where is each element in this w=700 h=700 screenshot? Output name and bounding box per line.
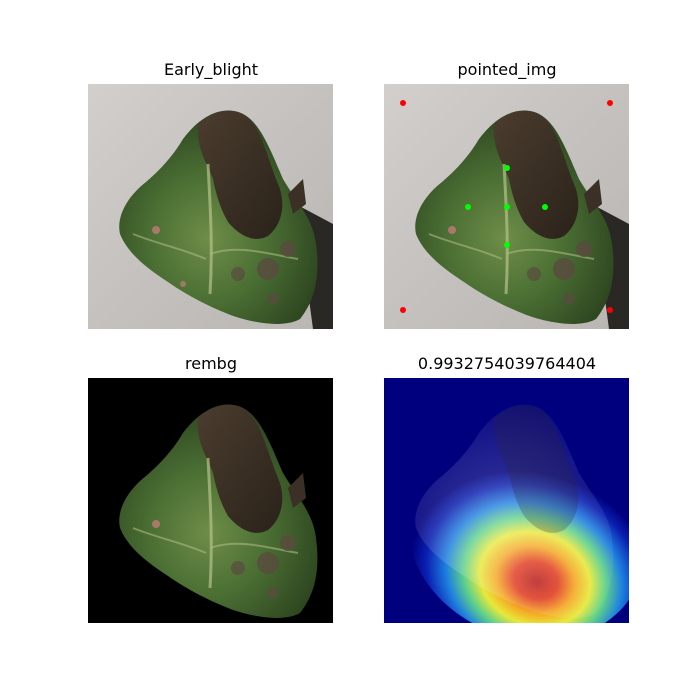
pointed-leaf-image [384,84,629,329]
rembg-leaf-image [88,378,333,623]
foreground-point-marker [465,165,548,248]
title-confidence-score: 0.9932754039764404 [417,354,597,373]
foreground-point-center [504,204,510,210]
corner-point-top-right [607,100,613,106]
corner-point-marker [400,100,613,313]
corner-point-top-left [400,100,406,106]
foreground-point-right [542,204,548,210]
title-rembg: rembg [185,354,237,373]
title-pointed-img: pointed_img [457,60,557,79]
foreground-point-top [504,165,510,171]
original-leaf-image [88,84,333,329]
blight-region [197,110,283,239]
title-early-blight: Early_blight [163,60,259,79]
gradcam-heatmap-image [384,378,629,623]
foreground-point-left [465,204,471,210]
corner-point-bottom-right [607,307,613,313]
foreground-point-bottom [504,242,510,248]
corner-point-bottom-left [400,307,406,313]
